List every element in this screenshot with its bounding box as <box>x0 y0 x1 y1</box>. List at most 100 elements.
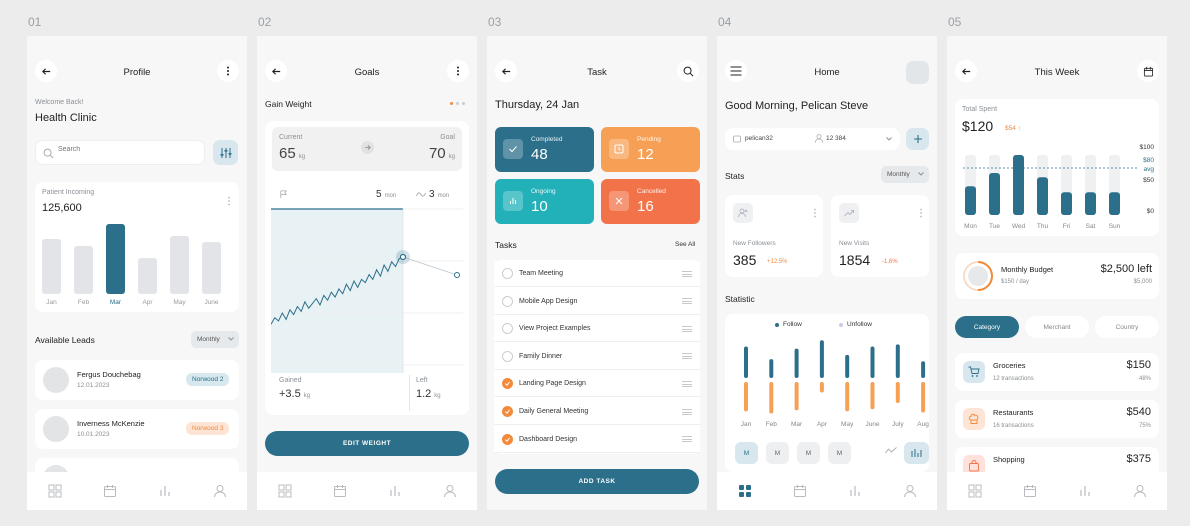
calendar-icon[interactable] <box>1023 484 1037 498</box>
back-button[interactable] <box>35 60 57 82</box>
user-icon[interactable] <box>213 484 227 498</box>
pending-tile[interactable]: Pending 12 <box>601 127 700 172</box>
chart-bar[interactable] <box>202 242 221 294</box>
task-checkbox[interactable] <box>502 323 513 335</box>
new-followers-card[interactable]: New Followers 385 +12.5% <box>725 195 823 277</box>
task-checkbox[interactable] <box>502 433 513 445</box>
bar-view-button[interactable] <box>904 442 929 464</box>
calendar-icon[interactable] <box>103 484 117 498</box>
drag-handle-icon[interactable] <box>682 436 692 443</box>
drag-handle-icon[interactable] <box>682 270 692 277</box>
budget-card[interactable]: Monthly Budget $150 / day $2,500 left $5… <box>955 253 1159 299</box>
menu-button[interactable] <box>725 60 747 82</box>
task-item[interactable]: Team Meeting <box>494 261 700 287</box>
avatar[interactable] <box>906 61 929 84</box>
tick-label: Mon <box>964 223 977 230</box>
completed-tile[interactable]: Completed 48 <box>495 127 594 172</box>
grid-icon[interactable] <box>278 484 292 498</box>
chart-bar[interactable] <box>106 224 125 294</box>
drag-handle-icon[interactable] <box>682 298 692 305</box>
task-checkbox[interactable] <box>502 295 513 307</box>
more-vertical-icon[interactable] <box>813 208 817 218</box>
chart-bar[interactable] <box>74 246 93 294</box>
task-item[interactable]: Landing Page Design <box>494 371 700 398</box>
see-all-link[interactable]: See All <box>675 241 696 248</box>
stats-filter-select[interactable]: Monthly <box>881 166 929 183</box>
tab-merchant[interactable]: Merchant <box>1025 316 1089 338</box>
bar-chart-icon[interactable] <box>158 484 172 498</box>
more-vertical-icon[interactable] <box>919 208 923 218</box>
edit-weight-button[interactable]: EDIT WEIGHT <box>265 431 469 456</box>
new-visits-card[interactable]: New Visits 1854 -1.6% <box>831 195 929 277</box>
page-title: Profile <box>123 67 151 78</box>
calendar-icon[interactable] <box>793 484 807 498</box>
add-button[interactable] <box>906 128 929 150</box>
divider <box>409 375 410 411</box>
drag-handle-icon[interactable] <box>682 353 692 360</box>
search-input[interactable] <box>58 146 198 153</box>
ongoing-tile[interactable]: Ongoing 10 <box>495 179 594 224</box>
line-chart-icon[interactable] <box>885 447 897 455</box>
more-vertical-icon[interactable] <box>227 196 231 206</box>
range-button[interactable]: M <box>797 442 820 464</box>
cancelled-tile[interactable]: Cancelled 16 <box>601 179 700 224</box>
grid-icon[interactable] <box>968 484 982 498</box>
tab-country[interactable]: Country <box>1095 316 1159 338</box>
back-button[interactable] <box>495 60 517 82</box>
user-icon[interactable] <box>443 484 457 498</box>
chart-bar[interactable] <box>170 236 189 294</box>
grid-icon[interactable] <box>48 484 62 498</box>
grid-icon[interactable] <box>738 484 752 498</box>
chart-bar[interactable] <box>138 258 157 294</box>
drag-handle-icon[interactable] <box>682 408 692 415</box>
leads-filter-label: Monthly <box>197 336 220 343</box>
leads-filter-select[interactable]: Monthly <box>191 331 239 348</box>
task-checkbox[interactable] <box>502 406 513 417</box>
drag-handle-icon[interactable] <box>682 380 692 387</box>
bar-chart-icon[interactable] <box>388 484 402 498</box>
task-checkbox[interactable] <box>502 378 513 390</box>
back-button[interactable] <box>265 60 287 82</box>
progress-area <box>271 209 403 373</box>
lead-item[interactable]: Inverness McKenzie 10.01.2023 Norwood 3 <box>35 409 239 449</box>
back-button[interactable] <box>955 60 977 82</box>
category-item[interactable]: Restaurants 16 transactions $540 75% <box>955 400 1159 438</box>
calendar-icon[interactable] <box>333 484 347 498</box>
user-icon[interactable] <box>1133 484 1147 498</box>
bar-chart-icon[interactable] <box>848 484 862 498</box>
task-item[interactable]: Family Dinner <box>494 343 700 370</box>
task-checkbox[interactable] <box>502 350 513 362</box>
search-box[interactable] <box>35 140 205 165</box>
task-item[interactable]: View Project Examples <box>494 316 700 343</box>
drag-handle-icon[interactable] <box>682 325 692 332</box>
range-button[interactable]: M <box>828 442 851 464</box>
range-button[interactable]: M <box>735 442 758 464</box>
task-item[interactable]: Dashboard Design <box>494 426 700 453</box>
chevron-down-icon <box>228 337 234 341</box>
category-icon <box>963 361 985 383</box>
more-button[interactable] <box>217 60 239 82</box>
total-value: $120 <box>962 118 994 134</box>
task-checkbox[interactable] <box>502 268 513 279</box>
task-item[interactable]: Mobile App Design <box>494 288 700 315</box>
budget-label: Monthly Budget <box>1001 265 1054 274</box>
task-item[interactable]: Daily General Meeting <box>494 399 700 425</box>
tick-label: Apr <box>142 299 153 306</box>
lead-item[interactable]: Fergus Douchebag 12.01.2023 Norwood 2 <box>35 360 239 400</box>
follow-bar <box>845 354 850 378</box>
tab-category[interactable]: Category <box>955 316 1019 338</box>
search-button[interactable] <box>677 60 699 82</box>
welcome-text: Welcome Back! <box>35 99 84 106</box>
user-icon[interactable] <box>903 484 917 498</box>
range-button[interactable]: M <box>766 442 789 464</box>
chart-bar[interactable] <box>42 239 61 294</box>
tick-label: Jan <box>46 299 57 306</box>
category-item[interactable]: Groceries 12 transactions $150 48% <box>955 353 1159 391</box>
bar-chart-icon[interactable] <box>1078 484 1092 498</box>
filter-button[interactable] <box>213 140 238 165</box>
gained-value: +3.5 kg <box>279 388 311 400</box>
account-selector[interactable]: pelican32 12 384 <box>725 128 900 150</box>
add-task-button[interactable]: ADD TASK <box>495 469 699 494</box>
calendar-button[interactable] <box>1137 60 1159 82</box>
more-button[interactable] <box>447 60 469 82</box>
